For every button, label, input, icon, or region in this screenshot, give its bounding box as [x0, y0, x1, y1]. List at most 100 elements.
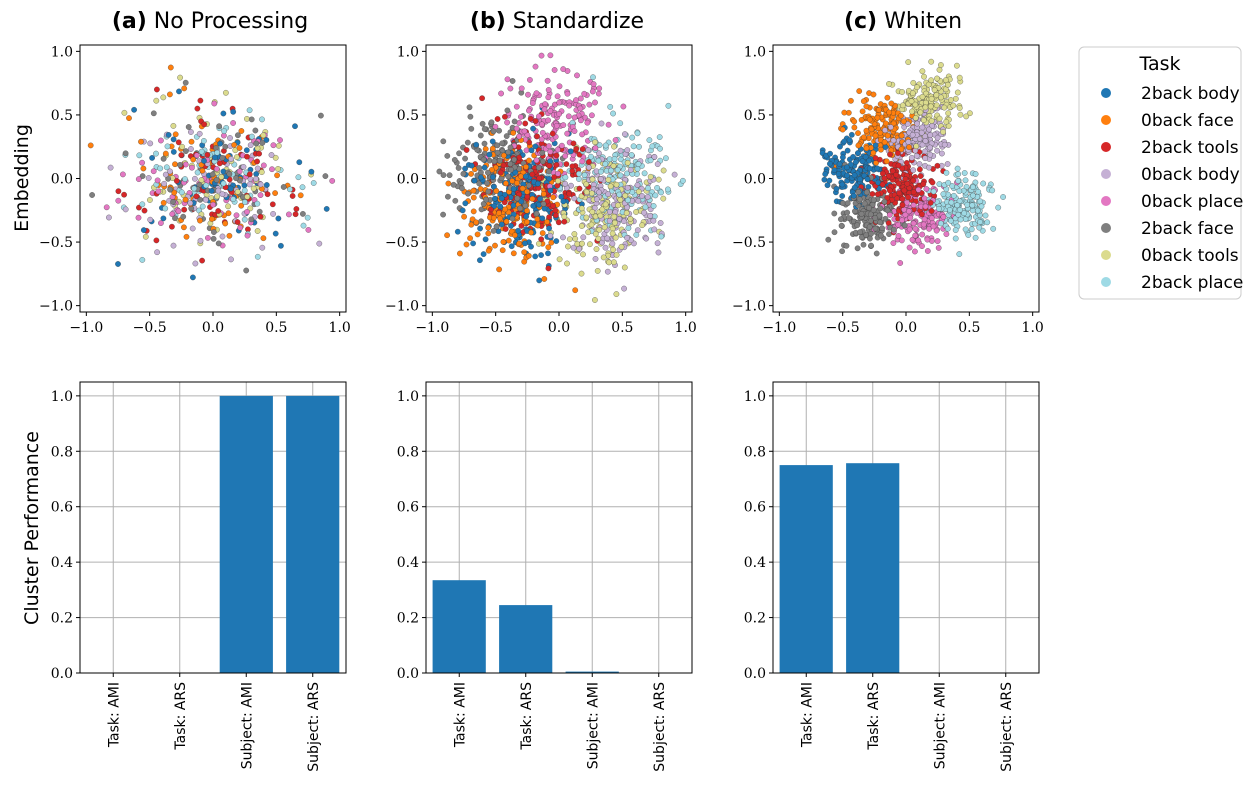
y-tick-label: 1.0 — [744, 389, 766, 405]
scatter-point — [584, 119, 591, 126]
scatter-point — [467, 235, 473, 242]
scatter-point — [556, 111, 562, 117]
scatter-point — [172, 215, 178, 222]
scatter-point — [172, 161, 178, 168]
scatter-point — [293, 206, 300, 212]
scatter-point — [920, 117, 927, 123]
scatter-point — [240, 164, 247, 170]
scatter-point — [605, 121, 612, 128]
scatter-point — [471, 177, 478, 184]
scatter-point — [259, 244, 266, 251]
scatter-point — [956, 74, 963, 81]
row-label-embedding: Embedding — [11, 124, 33, 232]
scatter-point — [831, 210, 838, 217]
scatter-point — [544, 77, 551, 84]
scatter-point — [922, 104, 929, 111]
scatter-point — [481, 164, 488, 171]
panel-title-c: (c) Whiten — [844, 9, 962, 34]
scatter-point — [177, 162, 183, 168]
scatter-point — [606, 218, 613, 224]
scatter-point — [956, 251, 963, 257]
scatter-point — [658, 233, 665, 240]
scatter-point — [513, 103, 520, 110]
scatter-point — [611, 156, 618, 162]
scatter-point — [534, 216, 541, 222]
scatter-point — [190, 156, 197, 163]
scatter-point — [928, 58, 935, 65]
scatter-point — [247, 205, 254, 212]
scatter-point — [912, 115, 919, 121]
scatter-point — [318, 112, 324, 119]
scatter-point — [927, 199, 934, 206]
scatter-point — [201, 121, 208, 128]
scatter-point — [647, 213, 654, 219]
scatter-point — [488, 167, 495, 173]
scatter-point — [954, 202, 961, 209]
scatter-point — [492, 242, 498, 249]
scatter-point — [213, 166, 220, 172]
scatter-point — [650, 217, 657, 224]
scatter-point — [831, 229, 838, 236]
scatter-point — [212, 154, 218, 161]
scatter-point — [644, 194, 651, 200]
y-tick-label: −0.5 — [732, 235, 766, 251]
y-tick-label: 0.5 — [744, 108, 766, 124]
y-tick-label: 0.8 — [397, 444, 419, 460]
scatter-point — [580, 234, 587, 241]
scatter-point — [165, 132, 172, 138]
scatter-point — [585, 164, 592, 171]
scatter-point — [272, 154, 279, 161]
scatter-point — [919, 211, 925, 218]
scatter-point — [446, 172, 453, 179]
scatter-point — [872, 142, 879, 149]
y-tick-label: 0.0 — [397, 666, 419, 682]
scatter-point — [199, 167, 206, 174]
scatter-point — [592, 139, 598, 146]
scatter-point — [131, 106, 137, 113]
scatter-point — [454, 228, 461, 235]
legend-marker — [1101, 88, 1111, 98]
scatter-point — [175, 139, 182, 146]
scatter-point — [831, 167, 838, 174]
scatter-point — [860, 241, 867, 248]
scatter-point — [600, 254, 607, 261]
scatter-point — [651, 226, 658, 233]
scatter-point — [497, 157, 503, 164]
scatter-point — [954, 165, 961, 172]
scatter-point — [545, 87, 552, 93]
scatter-point — [571, 195, 578, 202]
scatter-point — [589, 176, 596, 183]
scatter-point — [190, 274, 196, 281]
scatter-point — [596, 226, 603, 233]
scatter-point — [821, 176, 828, 183]
y-tick-label: 0.2 — [51, 611, 73, 627]
scatter-point — [539, 158, 546, 165]
scatter-point — [654, 240, 661, 247]
scatter-point — [929, 215, 935, 222]
scatter-point — [858, 117, 865, 123]
scatter-point — [613, 181, 620, 188]
scatter-point — [532, 253, 539, 260]
scatter-point — [610, 246, 616, 253]
scatter-point — [241, 216, 248, 223]
scatter-point — [657, 220, 664, 226]
scatter-point — [576, 245, 582, 252]
scatter-point — [135, 214, 142, 221]
scatter-point — [873, 250, 880, 257]
scatter-point — [565, 113, 572, 120]
scatter-point — [866, 157, 873, 164]
scatter-point — [513, 125, 520, 132]
scatter-point — [491, 158, 498, 165]
scatter-point — [617, 120, 624, 127]
scatter-point — [523, 213, 530, 220]
scatter-point — [922, 203, 929, 210]
scatter-point — [458, 180, 465, 187]
bar-panel-whiten: 0.0 0.2 0.4 0.6 0.8 1.0 Task: AMI Task: ARS Subj… — [744, 381, 1040, 772]
scatter-point — [655, 176, 662, 183]
scatter-point — [228, 156, 234, 162]
scatter-point — [943, 118, 950, 125]
scatter-point — [874, 165, 881, 172]
scatter-point — [928, 77, 934, 84]
scatter-point — [872, 132, 879, 139]
scatter-point — [945, 123, 952, 129]
